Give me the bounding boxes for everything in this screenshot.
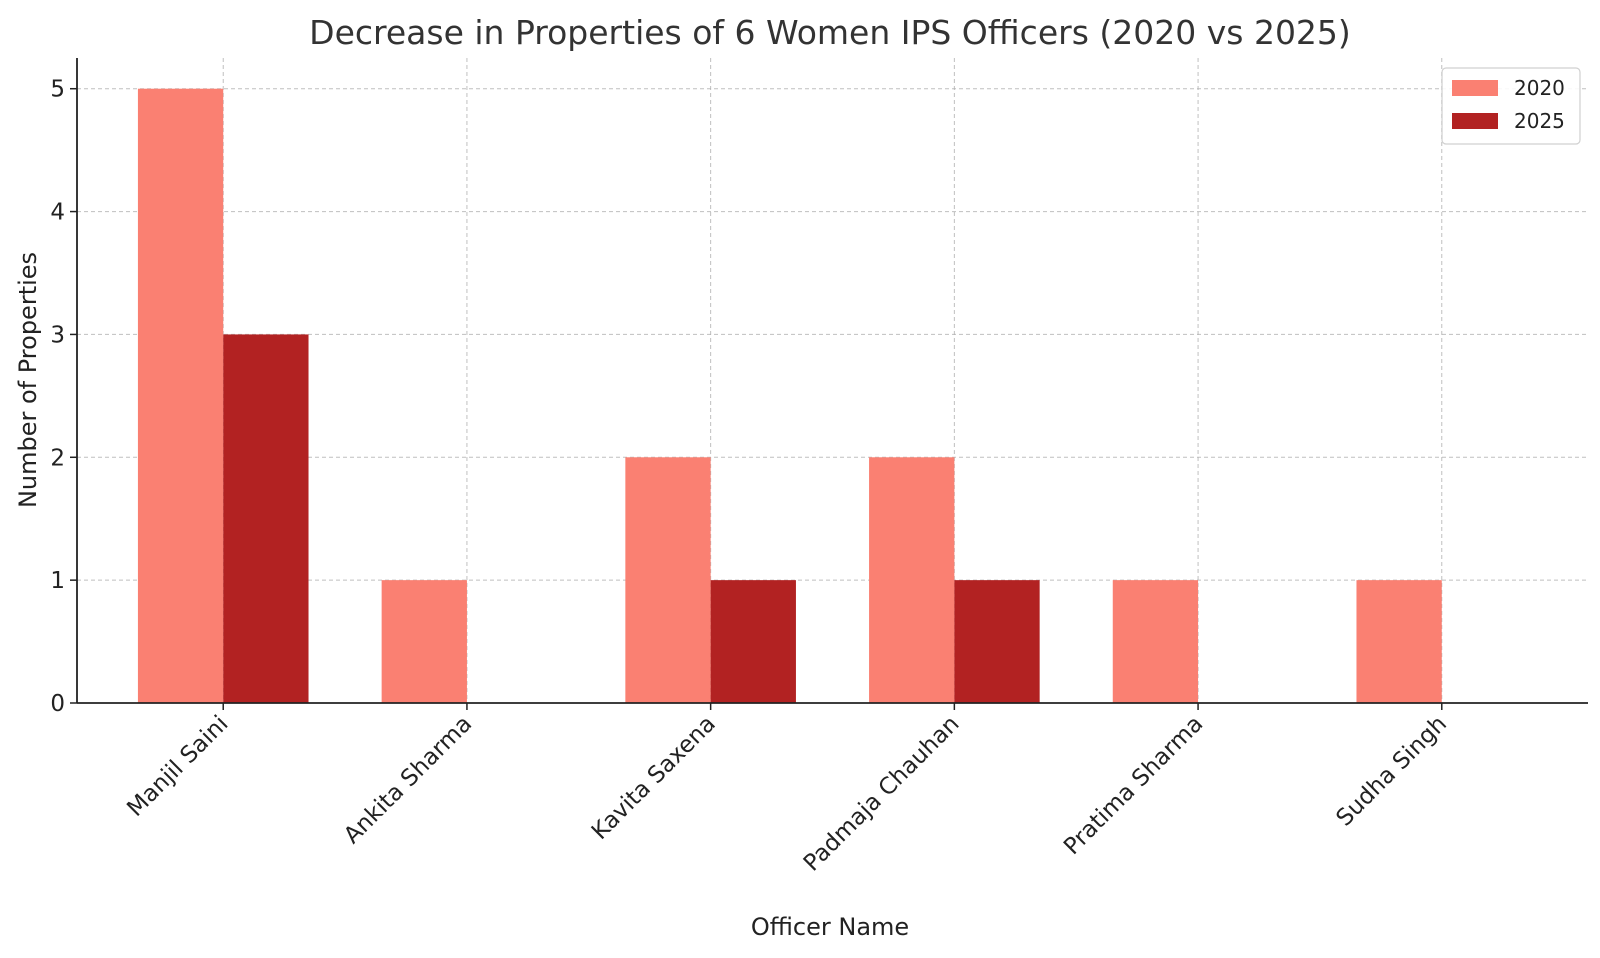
bar-2020-5 — [1356, 580, 1442, 703]
bar-2025-2 — [710, 580, 796, 703]
y-tick-label: 4 — [50, 200, 65, 226]
x-tick-label: Ankita Sharma — [339, 711, 477, 849]
legend-swatch-2020 — [1452, 80, 1498, 96]
y-tick-labels: 0 1 2 3 4 5 — [50, 77, 65, 717]
y-tick-label: 0 — [50, 691, 65, 717]
x-axis-label: Officer Name — [751, 913, 909, 941]
bar-2020-3 — [869, 457, 955, 703]
y-tick-label: 3 — [50, 322, 65, 348]
x-tick-label: Sudha Singh — [1331, 711, 1452, 832]
x-tick-label: Manjil Saini — [122, 711, 233, 822]
y-tick-label: 1 — [50, 568, 65, 594]
bar-2020-4 — [1112, 580, 1199, 703]
x-tick-label: Pratima Sharma — [1059, 711, 1208, 860]
bar-2020-0 — [137, 88, 224, 703]
y-axis-label: Number of Properties — [14, 252, 42, 508]
y-tick-label: 2 — [50, 445, 65, 471]
y-tick-label: 5 — [50, 77, 65, 103]
axes — [70, 58, 1588, 710]
legend-swatch-2025 — [1452, 113, 1498, 129]
legend-label-2025: 2025 — [1514, 109, 1565, 133]
bar-2025-0 — [223, 334, 309, 703]
legend: 2020 2025 — [1441, 67, 1581, 145]
chart-title: Decrease in Properties of 6 Women IPS Of… — [309, 13, 1351, 52]
x-tick-labels: Manjil Saini Ankita Sharma Kavita Saxena Pa… — [122, 711, 1452, 877]
bar-2020-2 — [625, 457, 711, 703]
bar-2025-3 — [954, 580, 1040, 703]
x-tick-label: Padmaja Chauhan — [799, 711, 965, 877]
bars — [137, 88, 1442, 703]
bar-2020-1 — [381, 580, 467, 703]
x-tick-label: Kavita Saxena — [587, 711, 721, 845]
legend-label-2020: 2020 — [1514, 76, 1565, 100]
